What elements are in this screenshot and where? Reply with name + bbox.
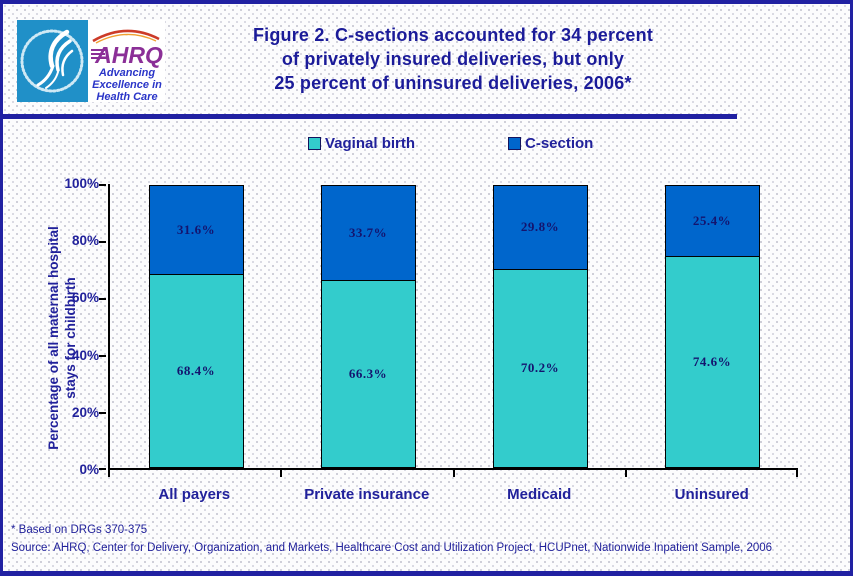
x-tick-mark bbox=[453, 470, 455, 477]
bar-segment-csection: 25.4% bbox=[664, 185, 760, 258]
svg-text:AHRQ: AHRQ bbox=[94, 42, 163, 68]
y-tick-label-80: 80% bbox=[71, 233, 99, 248]
y-tick-label-20: 20% bbox=[71, 405, 99, 420]
data-label-csection: 31.6% bbox=[176, 221, 216, 237]
footnote-drg-note: * Based on DRGs 370-375 bbox=[11, 524, 148, 536]
x-tick-mark bbox=[280, 470, 282, 477]
bar-all-payers: 31.6% 68.4% bbox=[110, 184, 282, 468]
hhs-eagle-icon bbox=[20, 29, 84, 93]
y-tick-mark bbox=[99, 412, 106, 414]
bar-segment-vaginal: 68.4% bbox=[148, 273, 244, 468]
bar-private-insurance: 33.7% 66.3% bbox=[282, 184, 454, 468]
c-section-swatch-icon bbox=[508, 137, 521, 150]
y-tick-label-60: 60% bbox=[71, 290, 99, 305]
category-label-all-payers: All payers bbox=[158, 486, 231, 503]
category-label-uninsured: Uninsured bbox=[674, 486, 749, 503]
bar-segment-csection: 33.7% bbox=[320, 185, 416, 281]
data-label-csection: 33.7% bbox=[348, 224, 388, 240]
category-label-private-insurance: Private insurance bbox=[304, 486, 430, 503]
y-tick-label-0: 0% bbox=[79, 462, 99, 477]
plot-area: 31.6% 68.4% 33.7% 66.3% 29.8% 70.2% 25 bbox=[108, 184, 798, 470]
legend-label-vaginal-birth: Vaginal birth bbox=[325, 135, 416, 152]
data-label-vaginal: 74.6% bbox=[692, 354, 732, 370]
data-label-vaginal: 68.4% bbox=[176, 362, 216, 378]
x-axis-category-row: All payers Private insurance Medicaid Un… bbox=[108, 486, 798, 503]
figure-title-line2: of privately insured deliveries, but onl… bbox=[281, 49, 625, 69]
bar-uninsured: 25.4% 74.6% bbox=[626, 184, 798, 468]
bar-segment-csection: 29.8% bbox=[492, 185, 588, 270]
bar-medicaid: 29.8% 70.2% bbox=[454, 184, 626, 468]
bar-segment-vaginal: 66.3% bbox=[320, 279, 416, 468]
x-tick-mark bbox=[108, 470, 110, 477]
y-tick-mark bbox=[99, 184, 106, 186]
category-label-medicaid: Medicaid bbox=[507, 486, 572, 503]
y-tick-label-40: 40% bbox=[71, 348, 99, 363]
ahrq-wordmark: AHRQ Advancing Excellence in Health Care bbox=[91, 29, 163, 102]
vaginal-birth-swatch-icon bbox=[308, 137, 321, 150]
bar-segment-vaginal: 74.6% bbox=[664, 256, 760, 468]
footnote-source: Source: AHRQ, Center for Delivery, Organ… bbox=[11, 542, 773, 554]
y-tick-label-100: 100% bbox=[64, 176, 99, 191]
legend-label-c-section: C-section bbox=[525, 135, 594, 152]
y-tick-mark bbox=[99, 468, 106, 470]
header-divider-line bbox=[3, 114, 737, 119]
data-label-vaginal: 66.3% bbox=[348, 365, 388, 381]
figure-title-line3: 25 percent of uninsured deliveries, 2006… bbox=[274, 73, 632, 93]
y-tick-mark bbox=[99, 355, 106, 357]
figure-title-line1: Figure 2. C-sections accounted for 34 pe… bbox=[252, 25, 654, 45]
ahrq-hhs-logo: AHRQ Advancing Excellence in Health Care bbox=[17, 20, 165, 102]
logo-tagline-line2: Excellence in bbox=[92, 79, 162, 91]
x-tick-mark bbox=[796, 470, 798, 477]
data-label-csection: 25.4% bbox=[692, 213, 732, 229]
x-tick-mark bbox=[625, 470, 627, 477]
y-tick-mark bbox=[99, 298, 106, 300]
bar-segment-csection: 31.6% bbox=[148, 185, 244, 275]
logo-tagline-line1: Advancing bbox=[98, 67, 156, 79]
data-label-vaginal: 70.2% bbox=[520, 360, 560, 376]
data-label-csection: 29.8% bbox=[520, 219, 560, 235]
bar-segment-vaginal: 70.2% bbox=[492, 268, 588, 468]
logo-tagline-line3: Health Care bbox=[96, 91, 157, 102]
legend-item-vaginal-birth: Vaginal birth bbox=[308, 136, 415, 151]
y-tick-mark bbox=[99, 241, 106, 243]
figure-title: Figure 2. C-sections accounted for 34 pe… bbox=[181, 23, 725, 95]
legend-item-c-section: C-section bbox=[508, 136, 593, 151]
